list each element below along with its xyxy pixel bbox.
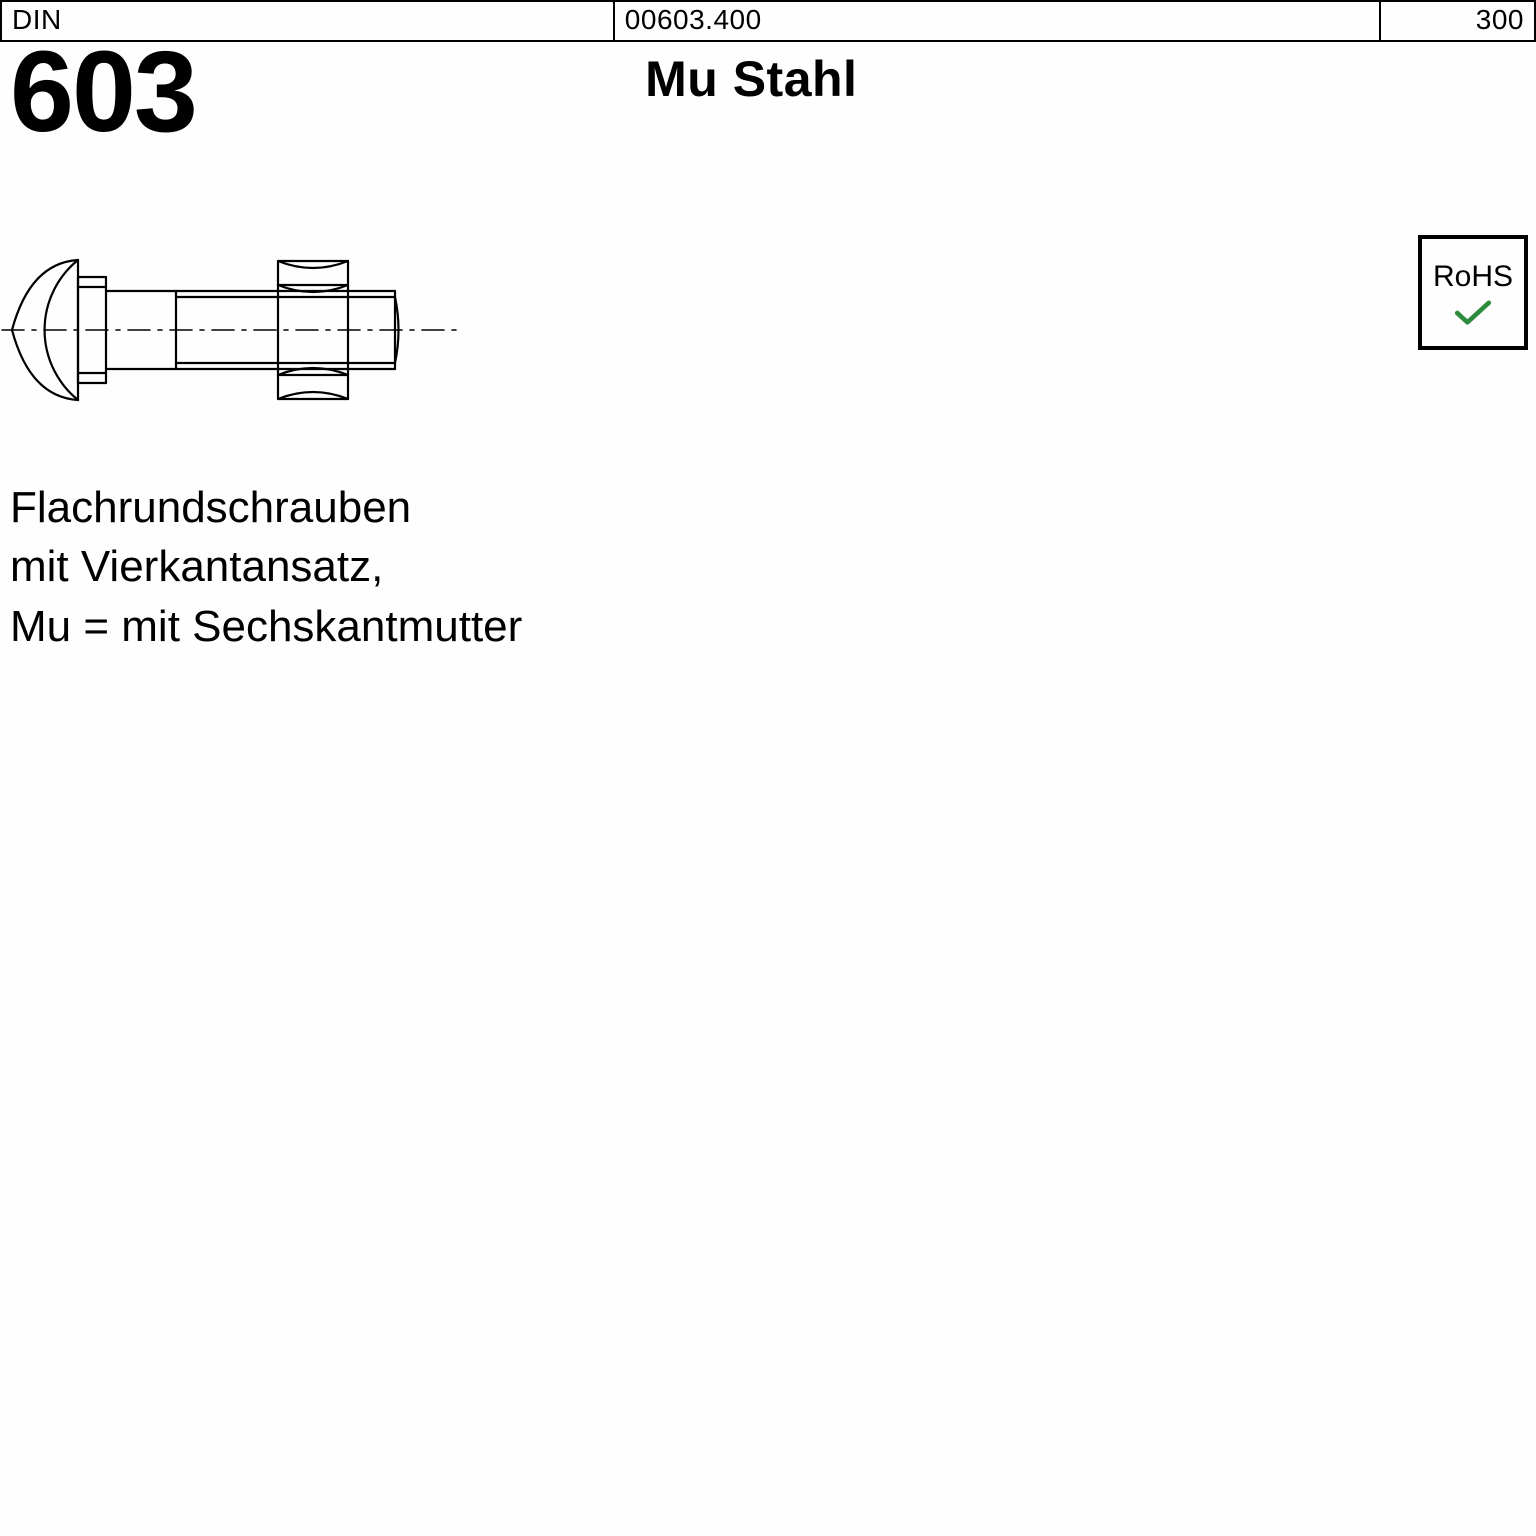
- desc-line-3: Mu = mit Sechskantmutter: [10, 597, 522, 656]
- header-row: DIN 00603.400 300: [0, 0, 1536, 42]
- rohs-badge: RoHS: [1418, 235, 1528, 350]
- desc-line-1: Flachrundschrauben: [10, 478, 522, 537]
- header-qty: 300: [1381, 2, 1534, 40]
- check-icon: [1454, 300, 1492, 326]
- description-block: Flachrundschrauben mit Vierkantansatz, M…: [10, 478, 522, 656]
- desc-line-2: mit Vierkantansatz,: [10, 537, 522, 596]
- header-partcode: 00603.400: [615, 2, 1381, 40]
- material-label: Mu Stahl: [645, 50, 857, 108]
- rohs-label: RoHS: [1433, 260, 1513, 294]
- standard-number: 603: [10, 35, 196, 150]
- bolt-drawing: [0, 225, 460, 435]
